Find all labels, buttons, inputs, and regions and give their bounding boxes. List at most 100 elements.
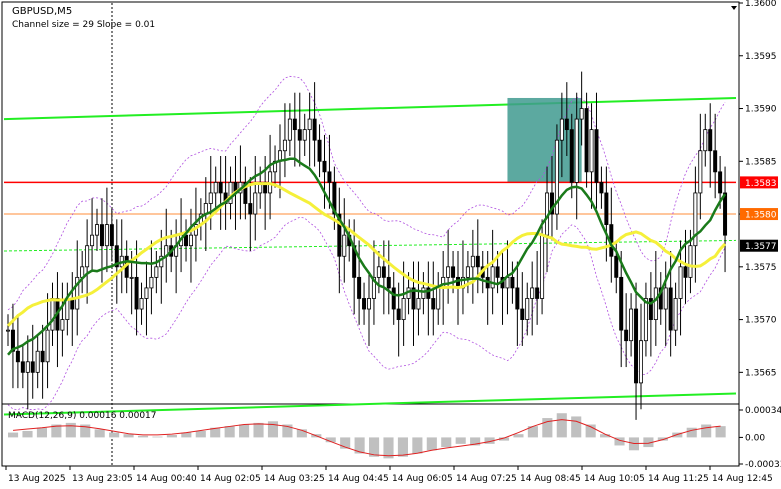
lower-band-line: [7, 216, 726, 411]
candle-body: [184, 234, 189, 247]
macd-bar: [383, 437, 394, 459]
upper-band-line: [7, 75, 726, 311]
candle-body: [574, 118, 579, 183]
candle-body: [515, 287, 520, 310]
candle-body: [20, 361, 25, 373]
candle-body: [357, 276, 362, 299]
candle-body: [337, 213, 342, 257]
candle-body: [129, 276, 134, 279]
macd-bar: [657, 437, 668, 441]
price-tick-label: 1.3565: [745, 368, 777, 378]
channel-upper-line: [3, 96, 737, 121]
candle-body: [688, 245, 693, 278]
candle-body: [530, 287, 535, 299]
candle-body: [446, 266, 451, 278]
time-tick-label: 13 Aug 23:05: [72, 474, 133, 484]
candle-body: [144, 287, 149, 299]
time-tick-label: 14 Aug 06:05: [392, 474, 453, 484]
candle-body: [90, 234, 95, 247]
candle-body: [663, 287, 668, 310]
candle-body: [248, 203, 253, 215]
candle-body: [549, 192, 554, 215]
candle-body: [579, 108, 584, 120]
macd-bar: [470, 437, 481, 446]
candle-body: [99, 224, 104, 247]
candle-body: [362, 298, 367, 310]
candle-body: [218, 181, 223, 194]
macd-bar: [426, 437, 437, 451]
candle-body: [228, 181, 233, 204]
macd-bar: [484, 437, 495, 444]
candle-body: [342, 234, 347, 257]
indicator-label: Channel size = 29 Slope = 0.01: [12, 20, 155, 30]
candle-body: [15, 350, 20, 363]
candle-body: [426, 287, 431, 299]
highlight-zone: [507, 97, 582, 183]
macd-tick-label: 0.00034: [745, 406, 781, 416]
candle-body: [332, 181, 337, 215]
highlight-zone-box: [507, 97, 582, 183]
time-tick-label: 14 Aug 02:05: [200, 474, 261, 484]
price-tick-label: 1.3600: [745, 0, 777, 9]
candle-body: [658, 287, 663, 310]
candle-body: [411, 287, 416, 310]
candle-body: [718, 171, 723, 194]
candle-body: [421, 287, 426, 299]
candle-body: [85, 245, 90, 268]
candle-body: [698, 150, 703, 194]
candle-body: [535, 287, 540, 299]
candle-body: [253, 192, 258, 215]
chart-menu-arrow-icon[interactable]: [731, 6, 737, 10]
channel-lower-line: [3, 392, 737, 416]
candle-body: [208, 192, 213, 204]
price-marker-label: 1.3583: [745, 179, 777, 189]
candle-body: [297, 129, 302, 141]
candle-body: [554, 139, 559, 215]
macd-histogram: [8, 413, 726, 459]
candle-body: [317, 139, 322, 162]
price-tick-label: 1.3575: [745, 263, 777, 273]
candle-body: [114, 245, 119, 268]
candle-body: [302, 129, 307, 141]
price-levels: [4, 181, 736, 215]
time-tick-label: 14 Aug 04:45: [328, 474, 389, 484]
macd-bar: [325, 437, 336, 443]
candle-body: [495, 266, 500, 278]
macd-bar: [152, 436, 163, 438]
macd-bar: [239, 424, 250, 438]
macd-bar: [701, 424, 712, 438]
macd-bar: [51, 424, 62, 438]
macd-bar: [412, 437, 423, 454]
candle-body: [282, 139, 287, 152]
macd-bar: [643, 437, 654, 448]
candle-body: [396, 308, 401, 320]
candle-body: [723, 192, 728, 236]
macd-signal-line: [13, 419, 721, 457]
candle-body: [599, 181, 604, 194]
envelope-bands: [7, 75, 726, 411]
candle-body: [470, 255, 475, 268]
macd-bar: [542, 418, 553, 438]
candle-body: [540, 234, 545, 299]
candle-body: [139, 298, 144, 310]
macd-bar: [181, 432, 192, 438]
candle-body: [35, 350, 40, 373]
macd-bar: [614, 437, 625, 446]
macd-bar: [296, 429, 307, 438]
macd-bar: [137, 435, 149, 438]
ma-yellow-line: [6, 181, 727, 327]
symbol-label: GBPUSD,M5: [12, 6, 72, 17]
macd-bar: [527, 426, 538, 438]
price-marker-label: 1.3580: [745, 211, 777, 221]
candle-body: [243, 181, 248, 204]
candle-body: [643, 298, 648, 342]
macd-bar: [715, 426, 726, 438]
candle-body: [45, 329, 50, 363]
candle-body: [653, 287, 658, 320]
candle-body: [634, 308, 639, 384]
candle-body: [619, 276, 624, 331]
candle-body: [386, 276, 391, 289]
ma-green-line: [7, 157, 727, 356]
macd-bar: [397, 437, 408, 457]
